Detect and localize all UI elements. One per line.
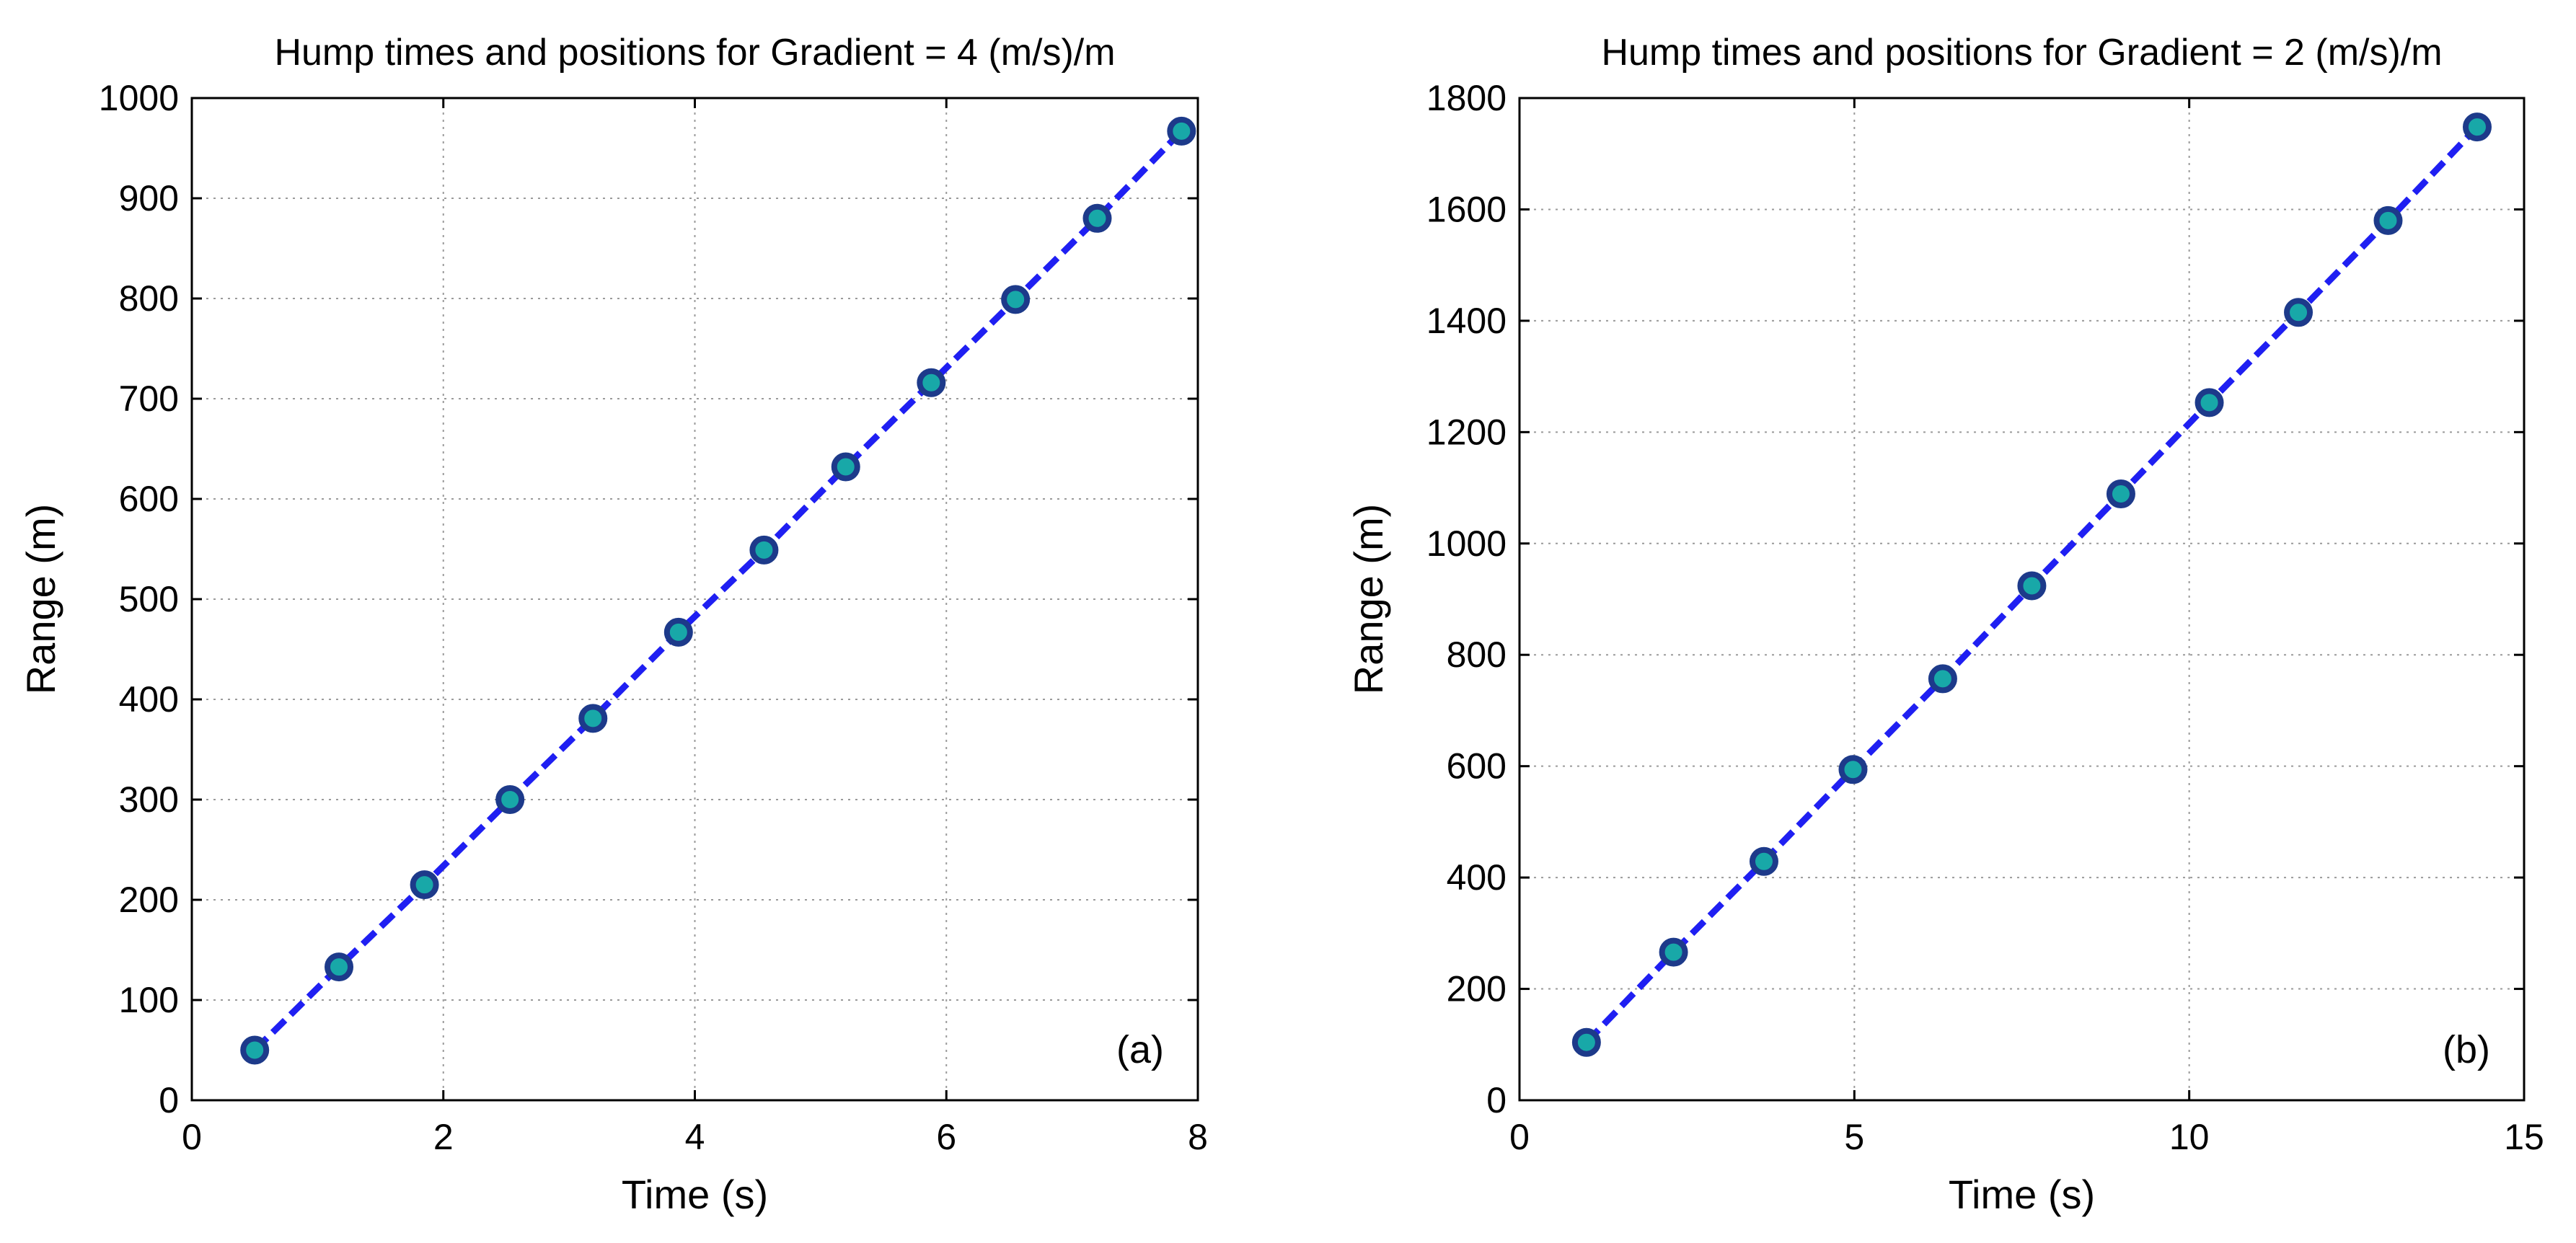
data-point [410, 870, 439, 900]
x-axis-label: Time (s) [622, 1172, 768, 1217]
y-tick-label: 0 [159, 1080, 179, 1120]
data-point [1167, 116, 1196, 146]
y-tick-label: 300 [119, 779, 179, 820]
y-tick-label: 1400 [1426, 301, 1507, 341]
y-tick-label: 1200 [1426, 412, 1507, 452]
x-tick-label: 2 [433, 1117, 454, 1157]
y-tick-label: 500 [119, 579, 179, 619]
x-tick-label: 15 [2504, 1117, 2544, 1157]
chart-title: Hump times and positions for Gradient = … [1601, 32, 2442, 74]
y-tick-label: 1000 [1426, 523, 1507, 564]
data-point [325, 952, 354, 982]
data-point [1928, 664, 1957, 694]
x-tick-label: 8 [1188, 1117, 1208, 1157]
data-point [495, 785, 525, 814]
x-tick-label: 10 [2169, 1117, 2210, 1157]
x-tick-label: 0 [182, 1117, 202, 1157]
data-point [831, 452, 860, 482]
data-point [578, 704, 608, 733]
x-axis-label: Time (s) [1949, 1172, 2095, 1217]
y-tick-label: 1000 [99, 78, 179, 118]
data-point [1082, 203, 1112, 233]
data-point [240, 1035, 270, 1065]
data-point [2373, 205, 2403, 235]
y-tick-label: 600 [119, 479, 179, 519]
data-point [2195, 388, 2224, 417]
y-axis-label: Range (m) [18, 504, 63, 695]
data-point [2462, 112, 2492, 142]
panel-label: (b) [2443, 1028, 2490, 1071]
y-tick-label: 800 [119, 278, 179, 319]
x-tick-label: 5 [1844, 1117, 1864, 1157]
y-tick-label: 200 [1447, 969, 1507, 1009]
chart-panel-a: 0 2 4 6 8 0 100 200 300 400 500 600 700 800 900 1000 Hum… [18, 32, 1208, 1217]
y-tick-label: 700 [119, 379, 179, 419]
y-tick-label: 900 [119, 178, 179, 218]
data-point [749, 535, 779, 565]
y-tick-label: 800 [1447, 634, 1507, 675]
y-tick-label: 400 [119, 679, 179, 720]
data-point [2106, 479, 2135, 509]
x-tick-label: 6 [936, 1117, 956, 1157]
axes-box [1518, 97, 2526, 1102]
chart-title: Hump times and positions for Gradient = … [274, 32, 1115, 74]
data-point [2284, 298, 2313, 327]
y-tick-label: 200 [119, 880, 179, 920]
y-tick-label: 100 [119, 980, 179, 1020]
panel-label: (a) [1116, 1028, 1164, 1071]
data-point [1001, 285, 1031, 314]
y-tick-label: 400 [1447, 857, 1507, 898]
x-tick-label: 4 [685, 1117, 705, 1157]
data-point [663, 617, 693, 647]
chart-panel-b: 0 5 10 15 0 200 400 600 800 1000 1200 1400 1600 1800 H… [1346, 32, 2544, 1217]
y-axis-label: Range (m) [1346, 504, 1391, 695]
data-point [1838, 755, 1868, 784]
series-line [252, 128, 1184, 1053]
y-tick-label: 1600 [1426, 189, 1507, 229]
x-tick-label: 0 [1509, 1117, 1530, 1157]
data-point [1571, 1027, 1601, 1057]
y-tick-label: 600 [1447, 746, 1507, 787]
data-point [917, 368, 946, 397]
y-tick-label: 1800 [1426, 78, 1507, 118]
y-tick-label: 0 [1486, 1080, 1507, 1120]
data-point [1659, 937, 1688, 967]
data-point [2017, 571, 2047, 601]
data-point [1749, 846, 1778, 876]
